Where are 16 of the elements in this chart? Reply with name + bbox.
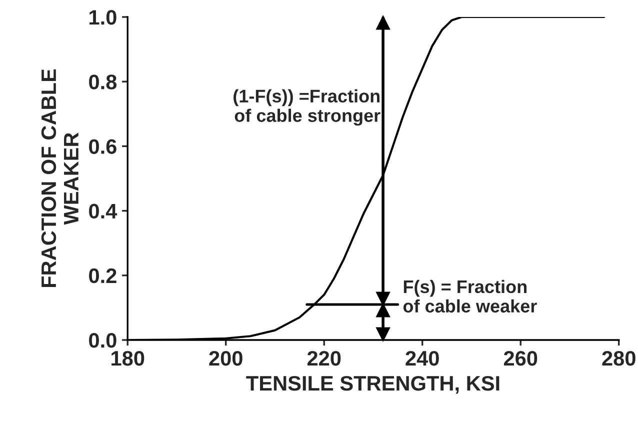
x-tick-label: 200	[209, 350, 242, 366]
x-tick-label: 180	[112, 350, 144, 366]
x-tick-label: 260	[504, 350, 538, 366]
x-tick-label: 280	[602, 350, 636, 366]
x-tick-label: 240	[406, 350, 439, 366]
y-axis-title: FRACTION OF CABLE WEAKER	[41, 69, 78, 288]
y-tick-label: 1.0	[90, 10, 116, 25]
x-axis-title: TENSILE STRENGTH, KSI	[246, 376, 500, 394]
y-tick-label: 0.4	[89, 204, 118, 219]
annotation: F(s) = Fraction of cable weaker	[403, 280, 537, 313]
y-tick-label: 0.0	[89, 333, 116, 348]
y-tick-label: 0.8	[89, 74, 117, 90]
y-tick-label: 0.2	[89, 268, 116, 284]
annotation: (1-F(s)) =Fraction of cable stronger	[234, 89, 380, 126]
x-tick-label: 220	[307, 350, 341, 366]
y-tick-label: 0.6	[89, 139, 116, 154]
